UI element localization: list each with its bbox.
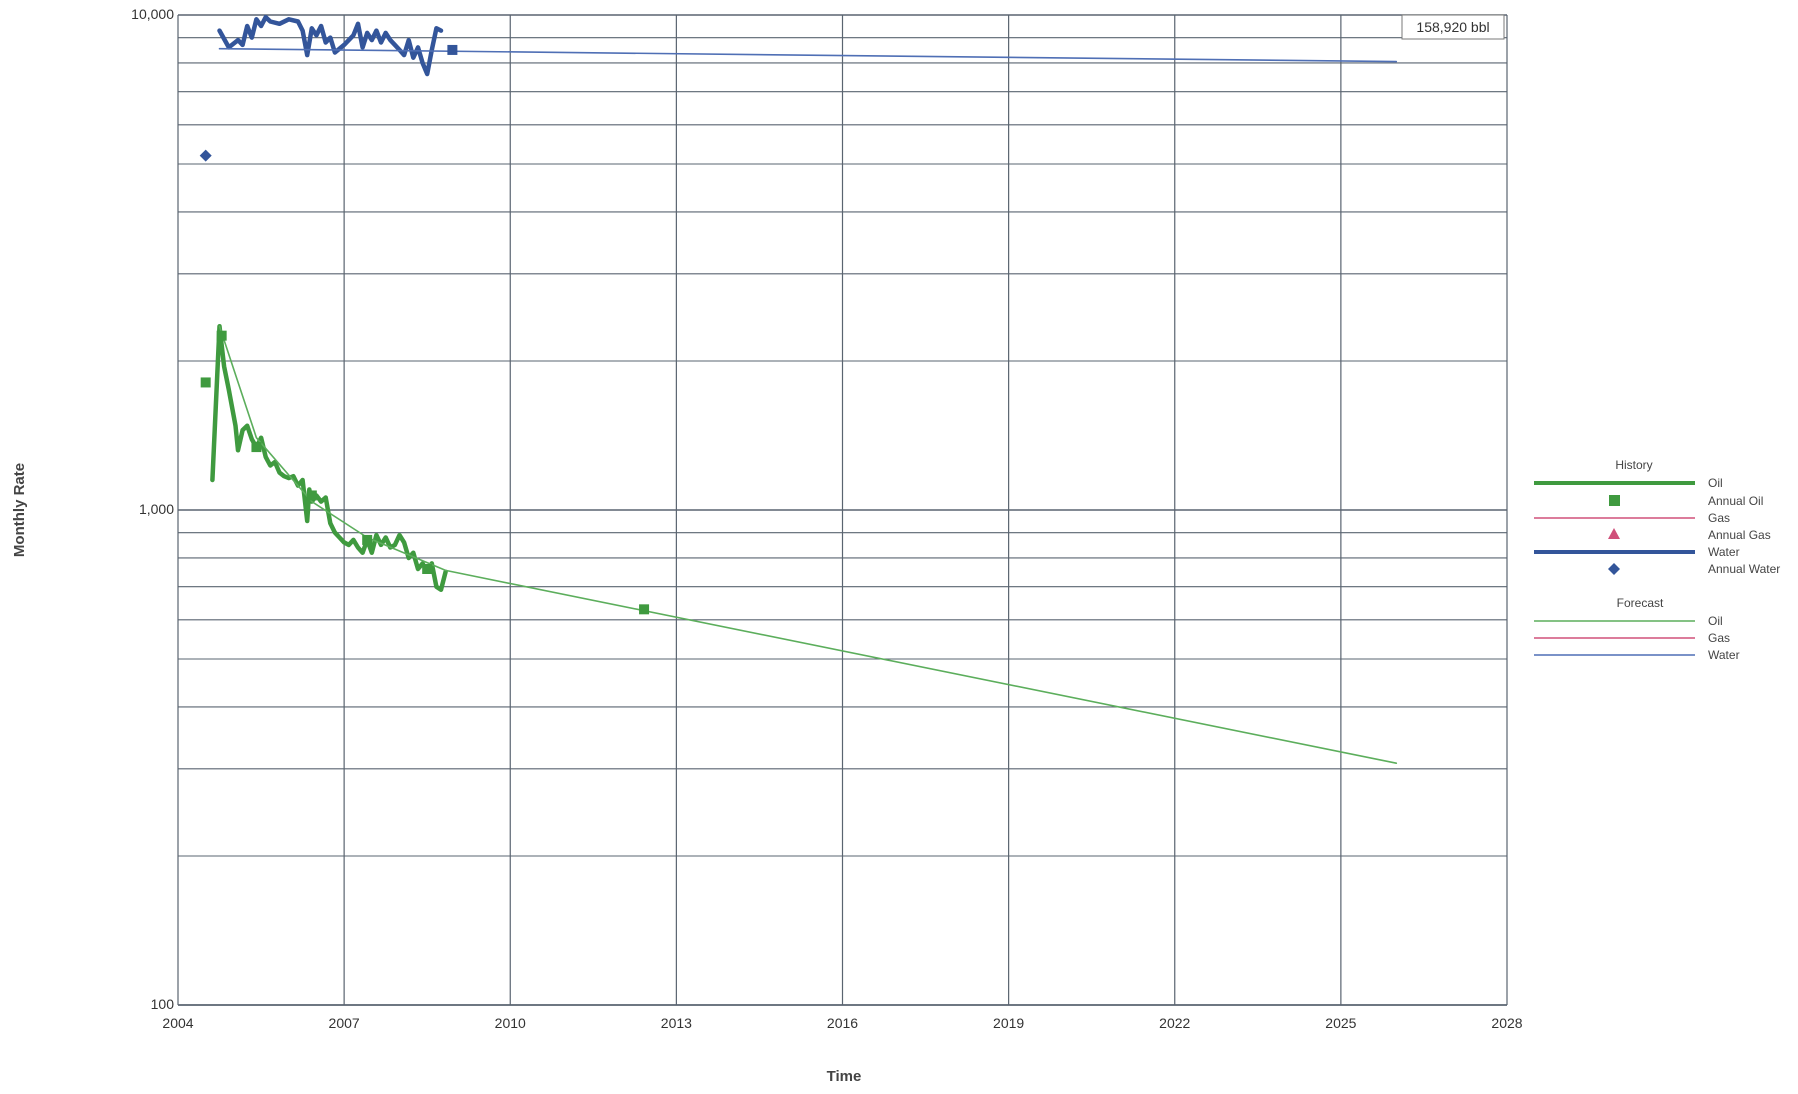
legend-annual-gas-label: Annual Gas bbox=[1708, 528, 1771, 542]
x-tick-label: 2010 bbox=[495, 1015, 526, 1031]
cumulative-box: 158,920 bbl bbox=[1401, 14, 1505, 40]
annual-oil-marker bbox=[251, 442, 262, 453]
y-tick-label: 100 bbox=[151, 996, 175, 1012]
legend: History Oil Annual Oil Gas Annual Gas Wa… bbox=[1534, 458, 1780, 662]
annual-oil-marker bbox=[306, 490, 317, 501]
x-tick-label: 2025 bbox=[1325, 1015, 1356, 1031]
x-axis-title: Time bbox=[827, 1068, 862, 1085]
x-tick-label: 2022 bbox=[1159, 1015, 1190, 1031]
annual-water-marker bbox=[199, 149, 212, 162]
legend-annual-water-label: Annual Water bbox=[1708, 562, 1780, 576]
legend-oil-history-label: Oil bbox=[1708, 476, 1723, 490]
y-tick-label: 1,000 bbox=[139, 501, 174, 517]
annual-oil-marker bbox=[200, 377, 211, 388]
x-tick-label: 2019 bbox=[993, 1015, 1024, 1031]
legend-annual-gas-swatch bbox=[1608, 528, 1620, 539]
x-tick-label: 2013 bbox=[661, 1015, 692, 1031]
markers bbox=[199, 44, 650, 615]
legend-gas-forecast-label: Gas bbox=[1708, 631, 1730, 645]
cumulative-label: 158,920 bbl bbox=[1416, 19, 1489, 35]
history-water-line bbox=[217, 14, 444, 77]
cumulative-box-frame bbox=[1401, 14, 1505, 40]
annual-oil-marker bbox=[362, 534, 373, 545]
forecast-oil-line bbox=[218, 325, 1398, 764]
legend-history-title: History bbox=[1615, 458, 1652, 472]
legend-oil-forecast-label: Oil bbox=[1708, 614, 1723, 628]
legend-forecast-title: Forecast bbox=[1617, 596, 1664, 610]
x-tick-label: 2028 bbox=[1491, 1015, 1522, 1031]
y-axis-title: Monthly Rate bbox=[11, 463, 28, 557]
legend-water-forecast-label: Water bbox=[1708, 648, 1740, 662]
x-tick-label: 2007 bbox=[329, 1015, 360, 1031]
grid bbox=[177, 14, 1508, 1006]
legend-annual-oil-swatch bbox=[1609, 495, 1620, 506]
legend-water-history-label: Water bbox=[1708, 545, 1740, 559]
annual-oil-marker bbox=[422, 563, 433, 574]
annual-oil-marker bbox=[216, 330, 227, 341]
legend-annual-water-swatch bbox=[1608, 563, 1620, 575]
forecast-water-line bbox=[218, 47, 1398, 63]
annual-oil-marker bbox=[639, 604, 650, 615]
series bbox=[210, 14, 1398, 764]
legend-gas-history-label: Gas bbox=[1708, 511, 1730, 525]
history-oil-line bbox=[210, 324, 448, 593]
x-tick-label: 2016 bbox=[827, 1015, 858, 1031]
annual-water-marker bbox=[447, 44, 458, 55]
x-tick-label: 2004 bbox=[162, 1015, 193, 1031]
legend-annual-oil-label: Annual Oil bbox=[1708, 494, 1763, 508]
y-tick-label: 10,000 bbox=[131, 6, 174, 22]
axis-ticks: 2004 2007 2010 2013 2016 2019 2022 2025 2028 100 1… bbox=[131, 6, 1523, 1031]
